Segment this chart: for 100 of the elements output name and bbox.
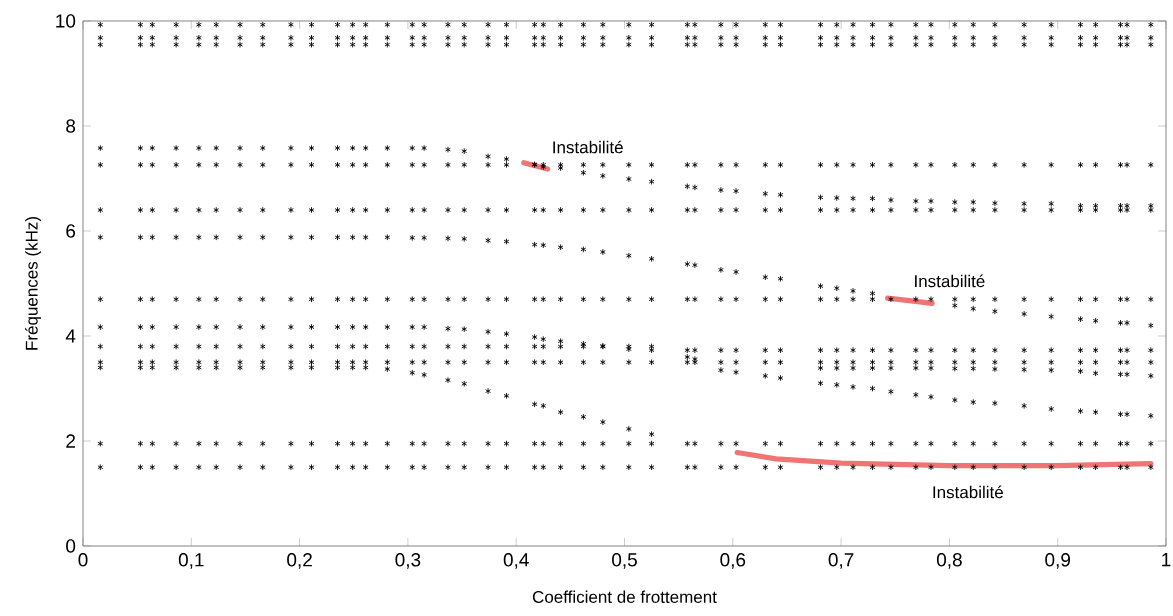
point [421, 343, 428, 350]
point [445, 161, 451, 169]
point [1124, 371, 1130, 378]
point [599, 172, 606, 180]
y-tick-label: 8 [66, 119, 76, 133]
point [951, 34, 958, 42]
point [692, 464, 698, 471]
point [869, 346, 876, 354]
point [648, 464, 655, 471]
point [1117, 440, 1124, 447]
point [992, 296, 998, 303]
point [421, 21, 428, 28]
point [833, 21, 840, 28]
point [349, 34, 356, 42]
point [888, 464, 894, 471]
point [308, 144, 315, 152]
point [888, 34, 894, 42]
point [409, 144, 416, 152]
point [349, 296, 356, 303]
point [149, 34, 156, 42]
point [951, 396, 958, 404]
point [684, 41, 691, 48]
point [718, 464, 724, 471]
point [259, 440, 266, 447]
point [1021, 464, 1028, 471]
point [1147, 202, 1154, 210]
point [684, 296, 691, 303]
point [557, 440, 564, 447]
point [648, 255, 655, 263]
point [777, 206, 784, 214]
point [1117, 34, 1124, 42]
point [762, 21, 769, 28]
point [833, 464, 840, 471]
point [1117, 296, 1124, 303]
point [777, 440, 784, 447]
point [384, 365, 391, 373]
point [1021, 200, 1028, 207]
point [173, 464, 180, 471]
point [1147, 41, 1154, 48]
point [485, 237, 491, 244]
point [580, 169, 587, 176]
point [718, 366, 724, 374]
point [1077, 464, 1084, 471]
point [718, 346, 724, 354]
point [421, 41, 428, 48]
point [503, 238, 510, 245]
point [485, 296, 491, 303]
point [445, 206, 451, 214]
point [196, 144, 202, 152]
point [540, 241, 547, 249]
point [259, 34, 266, 42]
y-tick-label: 2 [66, 434, 75, 448]
point [733, 21, 739, 28]
point [648, 430, 655, 438]
point [850, 206, 856, 214]
x-tick-label: 0,8 [936, 553, 962, 569]
point [503, 464, 510, 471]
point [648, 41, 655, 48]
point [237, 161, 243, 169]
point [137, 41, 144, 48]
point [445, 296, 451, 303]
point [540, 464, 547, 471]
point [259, 343, 266, 350]
point [237, 144, 243, 152]
point [149, 234, 156, 241]
point [648, 359, 655, 366]
point [692, 346, 698, 354]
point [557, 408, 564, 416]
point [1048, 21, 1055, 28]
point [733, 368, 739, 376]
point [817, 194, 824, 201]
point [850, 21, 856, 28]
point [308, 41, 315, 48]
point [1092, 359, 1099, 366]
point [833, 381, 840, 389]
point [928, 393, 934, 401]
point [888, 440, 894, 447]
point [384, 161, 391, 169]
point [648, 178, 655, 185]
point [461, 235, 468, 243]
point [97, 234, 104, 241]
point [445, 359, 451, 366]
point [308, 234, 315, 241]
point [992, 161, 998, 169]
point [1117, 206, 1124, 214]
point [992, 206, 998, 214]
point [196, 464, 202, 471]
point [409, 369, 416, 376]
point [445, 464, 451, 471]
point [992, 308, 998, 315]
point [173, 343, 180, 350]
point [349, 464, 356, 471]
point [912, 391, 919, 399]
point [1092, 317, 1099, 325]
point [461, 464, 468, 471]
point [334, 296, 341, 303]
point [912, 440, 919, 447]
point [461, 147, 468, 155]
point [992, 365, 998, 373]
point [97, 41, 104, 48]
